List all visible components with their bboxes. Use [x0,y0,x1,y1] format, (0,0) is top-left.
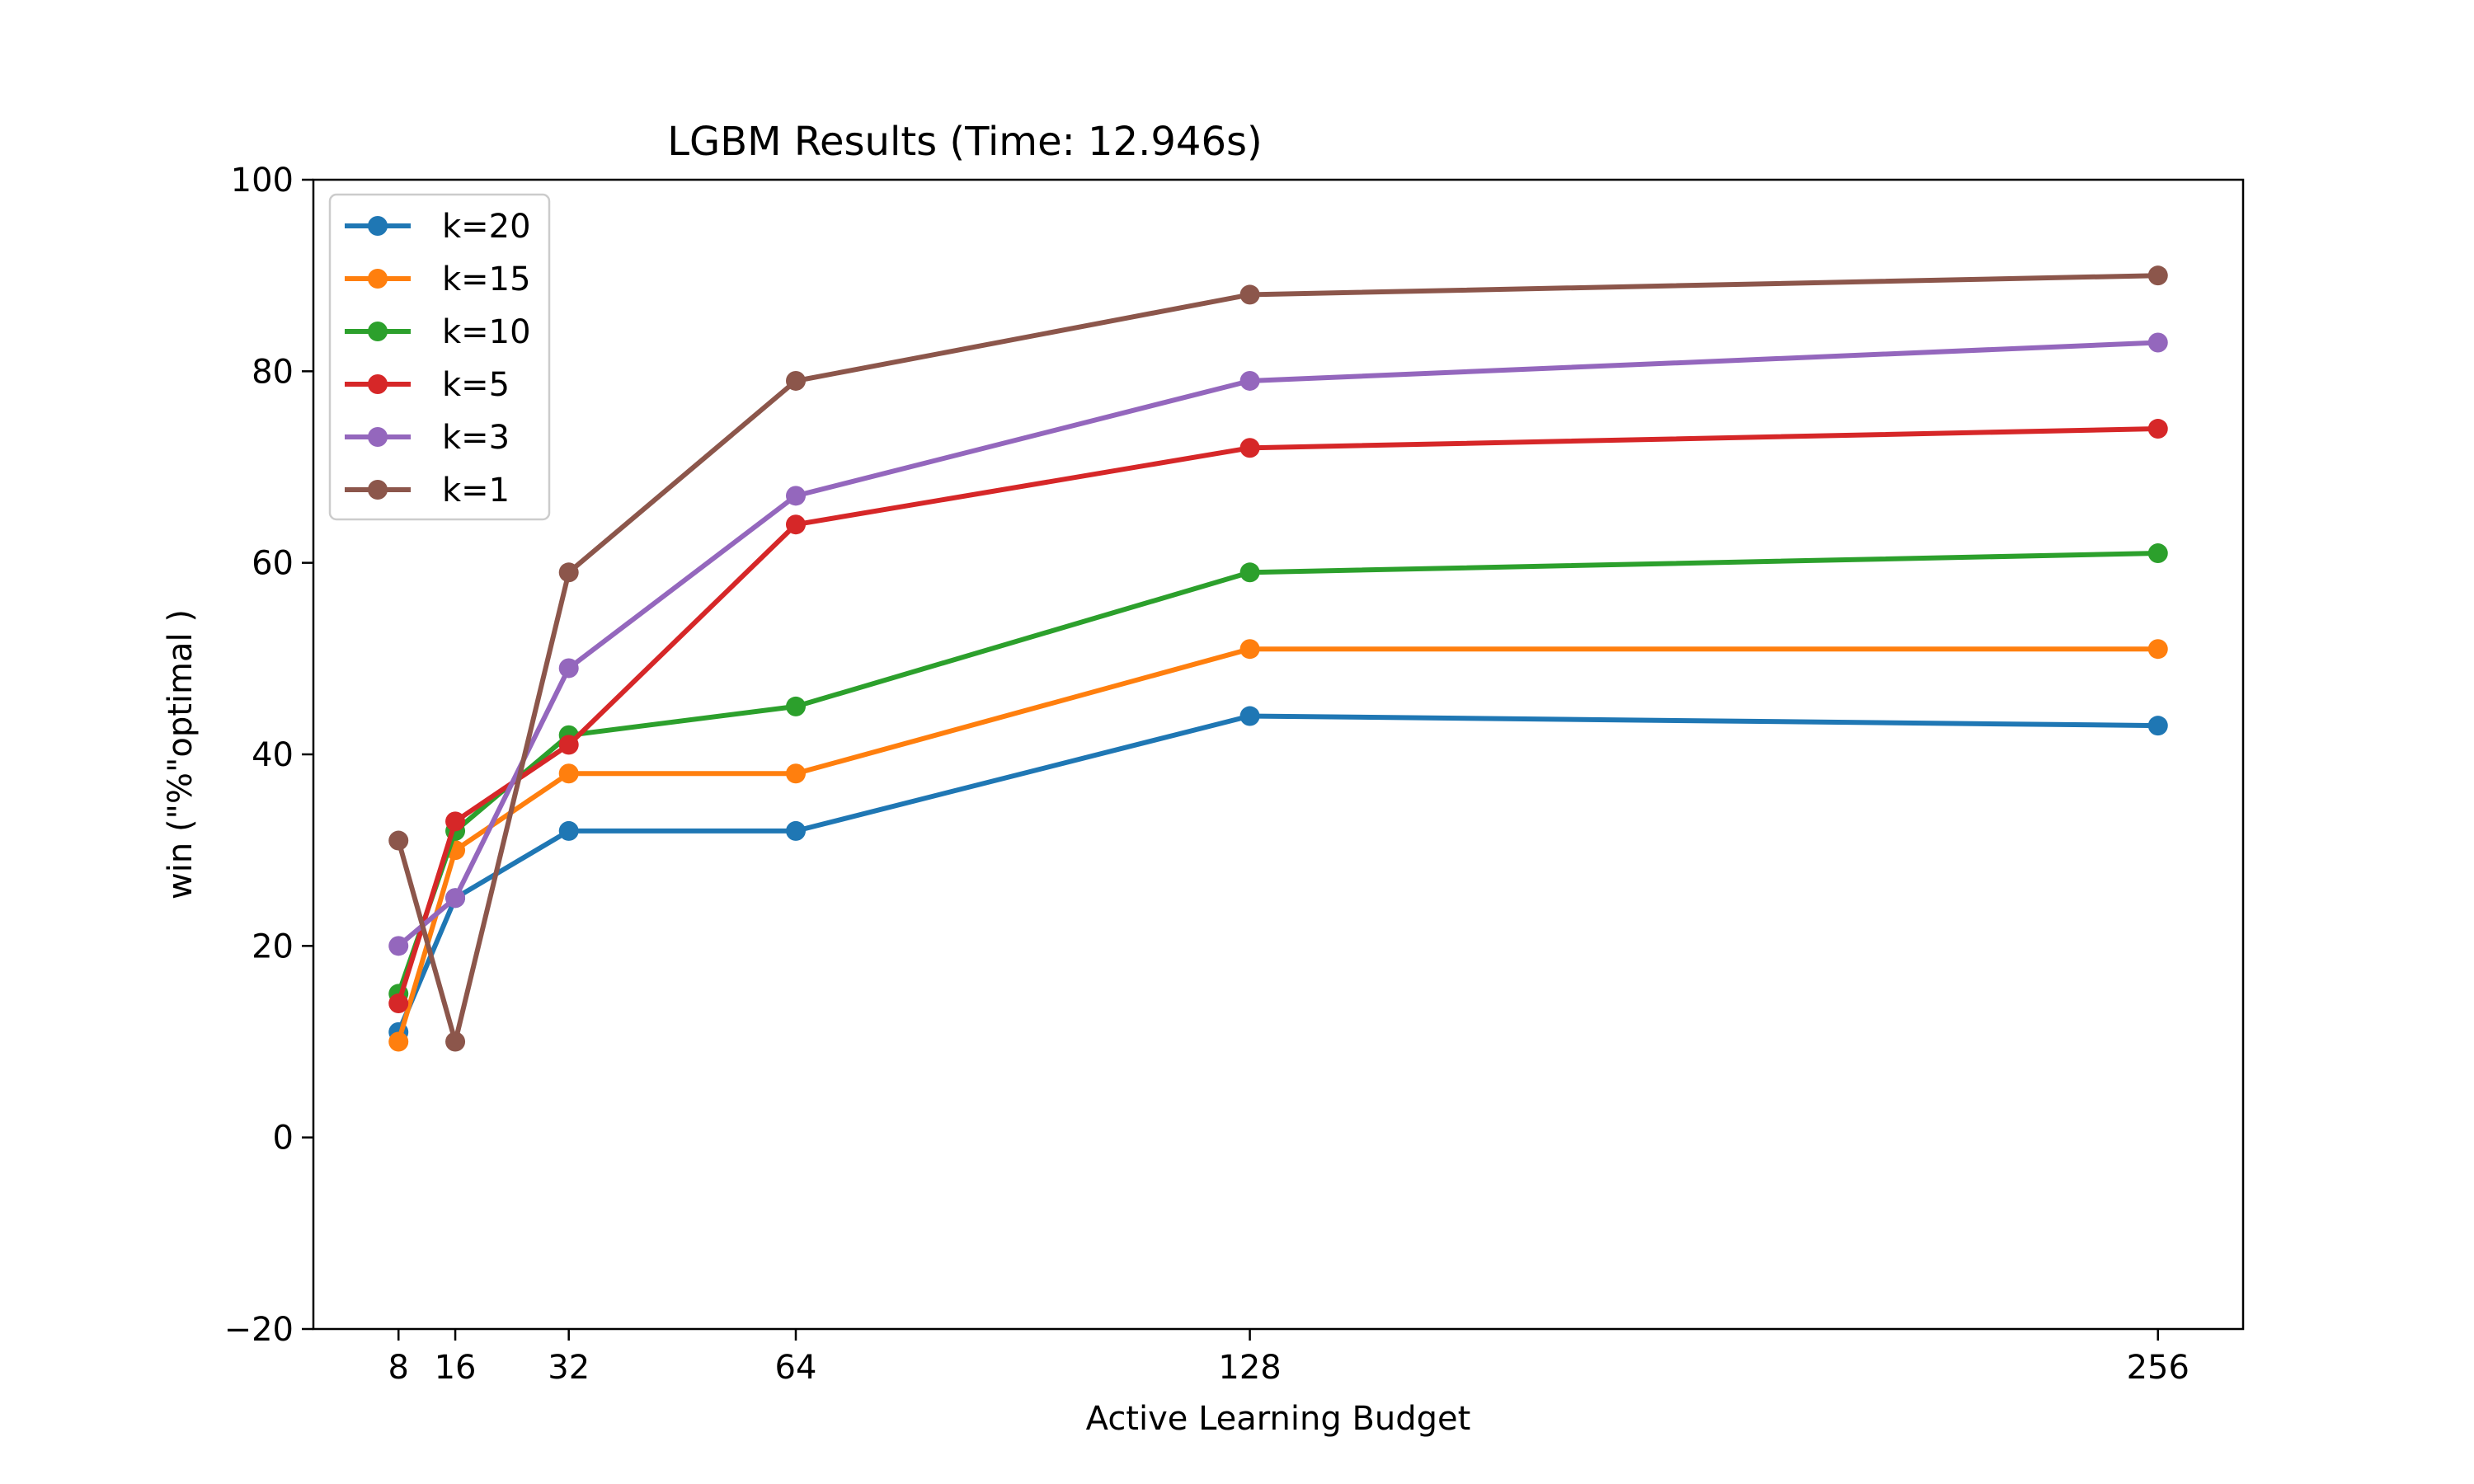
chart-title: LGBM Results (Time: 12.946s) [667,119,1262,165]
data-point-k=15 [388,1031,409,1052]
data-point-k=5 [388,993,409,1014]
data-point-k=5 [2147,419,2168,439]
legend-label: k=3 [442,419,510,457]
legend-label: k=10 [442,313,531,351]
x-tick-label: 256 [2127,1349,2189,1387]
y-tick-label: 100 [231,162,294,200]
data-point-k=15 [2147,639,2168,660]
x-tick-label: 8 [388,1349,409,1387]
data-point-k=15 [786,763,806,784]
data-point-k=3 [388,936,409,956]
legend-swatch-marker [368,269,388,289]
y-tick-label: 80 [252,353,294,391]
data-point-k=3 [558,658,579,679]
data-point-k=1 [558,562,579,583]
series-line-k=15 [396,646,2161,1045]
data-point-k=5 [558,735,579,755]
x-axis: 8 16 32 64 128 256 [388,1329,2189,1387]
legend-item: k=10 [345,313,531,351]
legend-item: k=3 [345,419,510,457]
legend-item: k=1 [345,472,510,510]
data-point-k=10 [2147,543,2168,564]
legend-swatch-marker [368,480,388,500]
legend-item: k=5 [345,366,510,404]
legend-swatch-marker [368,216,388,236]
data-point-k=3 [1239,370,1260,391]
x-tick-label: 16 [435,1349,477,1387]
y-tick-label: −20 [224,1311,294,1349]
y-tick-label: 0 [273,1120,294,1158]
y-axis-label: win ("%"optimal ) [162,609,200,899]
data-point-k=5 [1239,438,1260,458]
data-point-k=3 [786,486,806,506]
plot-area [388,265,2168,1052]
data-point-k=20 [558,820,579,841]
series-line-k=3 [396,340,2161,949]
data-point-k=1 [1239,284,1260,305]
legend-item: k=15 [345,261,531,298]
x-axis-label: Active Learning Budget [1086,1400,1471,1438]
data-point-k=20 [1239,706,1260,726]
data-point-k=1 [445,1031,466,1052]
data-point-k=5 [445,811,466,832]
data-point-k=3 [2147,332,2168,353]
data-point-k=1 [388,830,409,851]
series-line-k=1 [396,273,2161,1045]
y-tick-label: 60 [252,545,294,583]
legend-label: k=20 [442,208,531,246]
data-point-k=1 [786,370,806,391]
data-point-k=15 [1239,639,1260,660]
x-tick-label: 32 [548,1349,590,1387]
legend-swatch-marker [368,322,388,341]
data-point-k=15 [558,763,579,784]
y-axis: −20 0 20 40 60 80 100 [224,162,313,1349]
data-point-k=5 [786,514,806,535]
data-point-k=1 [2147,265,2168,286]
series-line-k=20 [396,713,2161,1035]
x-tick-label: 64 [775,1349,817,1387]
legend-label: k=5 [442,366,510,404]
legend-label: k=15 [442,261,531,298]
data-point-k=20 [786,820,806,841]
y-tick-label: 20 [252,928,294,965]
legend: k=20 k=15 k=10 k=5 k=3 k=1 [328,193,551,521]
legend-swatch-marker [368,374,388,394]
legend-item: k=20 [345,208,531,246]
legend-label: k=1 [442,472,510,510]
series-line-k=5 [396,426,2161,1006]
data-point-k=10 [1239,562,1260,583]
data-point-k=3 [445,888,466,909]
legend-swatch-marker [368,427,388,447]
x-tick-label: 128 [1218,1349,1281,1387]
y-tick-label: 40 [252,736,294,774]
data-point-k=20 [2147,716,2168,736]
data-point-k=10 [786,696,806,716]
